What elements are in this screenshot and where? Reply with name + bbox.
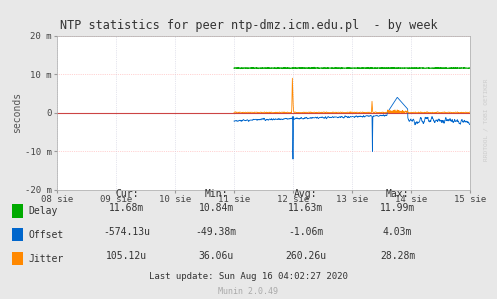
Text: Delay: Delay [28,206,58,216]
Text: NTP statistics for peer ntp-dmz.icm.edu.pl  - by week: NTP statistics for peer ntp-dmz.icm.edu.… [60,19,437,32]
Text: RRDTOOL / TOBI OETIKER: RRDTOOL / TOBI OETIKER [484,78,489,161]
Y-axis label: seconds: seconds [12,92,22,133]
Text: 11.63m: 11.63m [288,203,323,213]
Text: -49.38m: -49.38m [196,227,237,237]
Text: 4.03m: 4.03m [383,227,413,237]
Text: -1.06m: -1.06m [288,227,323,237]
Text: Min:: Min: [204,189,228,199]
Text: Offset: Offset [28,230,64,240]
Text: Cur:: Cur: [115,189,139,199]
Text: 11.99m: 11.99m [380,203,415,213]
Text: Last update: Sun Aug 16 04:02:27 2020: Last update: Sun Aug 16 04:02:27 2020 [149,272,348,281]
Text: Munin 2.0.49: Munin 2.0.49 [219,287,278,296]
Text: Jitter: Jitter [28,254,64,264]
Text: Avg:: Avg: [294,189,318,199]
Text: -574.13u: -574.13u [103,227,150,237]
Text: 11.68m: 11.68m [109,203,144,213]
Text: Max:: Max: [386,189,410,199]
Text: 36.06u: 36.06u [199,251,234,261]
Text: 28.28m: 28.28m [380,251,415,261]
Text: 260.26u: 260.26u [285,251,326,261]
Text: 105.12u: 105.12u [106,251,147,261]
Text: 10.84m: 10.84m [199,203,234,213]
